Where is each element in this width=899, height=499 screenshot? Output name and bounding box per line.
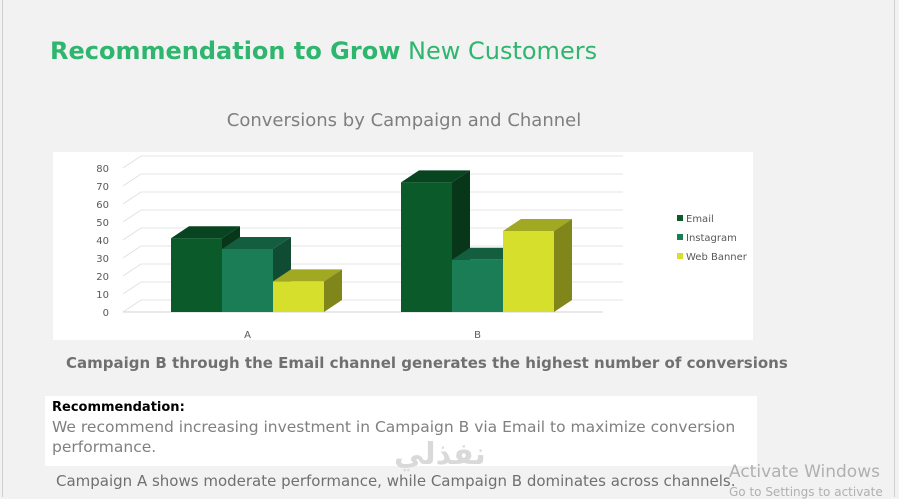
y-tick-label: 50 [96, 218, 109, 229]
gridline-depth [122, 245, 142, 259]
insight-text: Campaign B through the Email channel gen… [66, 354, 788, 372]
recommendation-box: Recommendation: We recommend increasing … [45, 396, 757, 466]
x-tick-label: A [244, 330, 251, 340]
legend-swatch [677, 253, 683, 259]
recommendation-heading: Recommendation: [52, 400, 185, 415]
slide-title-bold: Recommendation to Grow [50, 37, 401, 65]
chart-area: 0 10 20 30 40 50 60 70 80 A B Email Instagram Web Ban… [53, 152, 753, 341]
gridline-depth [122, 227, 142, 241]
gridline-depth [122, 299, 142, 313]
activate-windows-subtitle: Go to Settings to activate [729, 485, 883, 499]
legend-label: Email [686, 214, 714, 225]
legend-label: Web Banner [686, 252, 748, 263]
bar-front [273, 281, 324, 312]
y-tick-label: 30 [96, 254, 109, 265]
gridline-depth [122, 263, 142, 277]
footer-text: Campaign A shows moderate performance, w… [56, 472, 736, 490]
bar-front [503, 231, 554, 312]
legend-swatch [677, 234, 683, 240]
bar-side [324, 269, 342, 312]
slide-title-rest: New Customers [408, 37, 598, 65]
bar-top [171, 226, 240, 239]
bar-top [273, 269, 342, 282]
slide-title: Recommendation to Grow New Customers [50, 37, 597, 65]
gridline-depth [122, 155, 142, 169]
gridline-depth [122, 209, 142, 223]
gridline-depth [122, 191, 142, 205]
gridline-depth [122, 173, 142, 187]
bar-front [222, 249, 273, 312]
x-tick-label: B [474, 330, 481, 340]
recommendation-text: We recommend increasing investment in Ca… [52, 418, 736, 456]
chart-title: Conversions by Campaign and Channel [226, 110, 582, 131]
y-tick-label: 10 [96, 290, 109, 301]
activate-windows-title: Activate Windows [729, 462, 880, 482]
bar-top [503, 219, 572, 231]
bar-front [171, 238, 222, 312]
legend-swatch [677, 215, 683, 221]
bar-side [554, 219, 572, 312]
y-tick-label: 60 [96, 200, 109, 211]
bar-front [452, 259, 503, 312]
y-tick-label: 0 [103, 308, 109, 319]
y-tick-label: 20 [96, 272, 109, 283]
y-tick-label: 80 [96, 164, 109, 175]
bar-top [222, 237, 291, 249]
legend-label: Instagram [686, 233, 737, 244]
gridline-depth [122, 281, 142, 295]
y-tick-label: 40 [96, 236, 109, 247]
watermark-logo: نفذلي [394, 437, 486, 472]
y-tick-label: 70 [96, 182, 109, 193]
bar-top [401, 170, 470, 183]
bar-front [401, 182, 452, 312]
bar-chart: 0 10 20 30 40 50 60 70 80 A B Email Instagram Web Ban… [96, 155, 748, 341]
